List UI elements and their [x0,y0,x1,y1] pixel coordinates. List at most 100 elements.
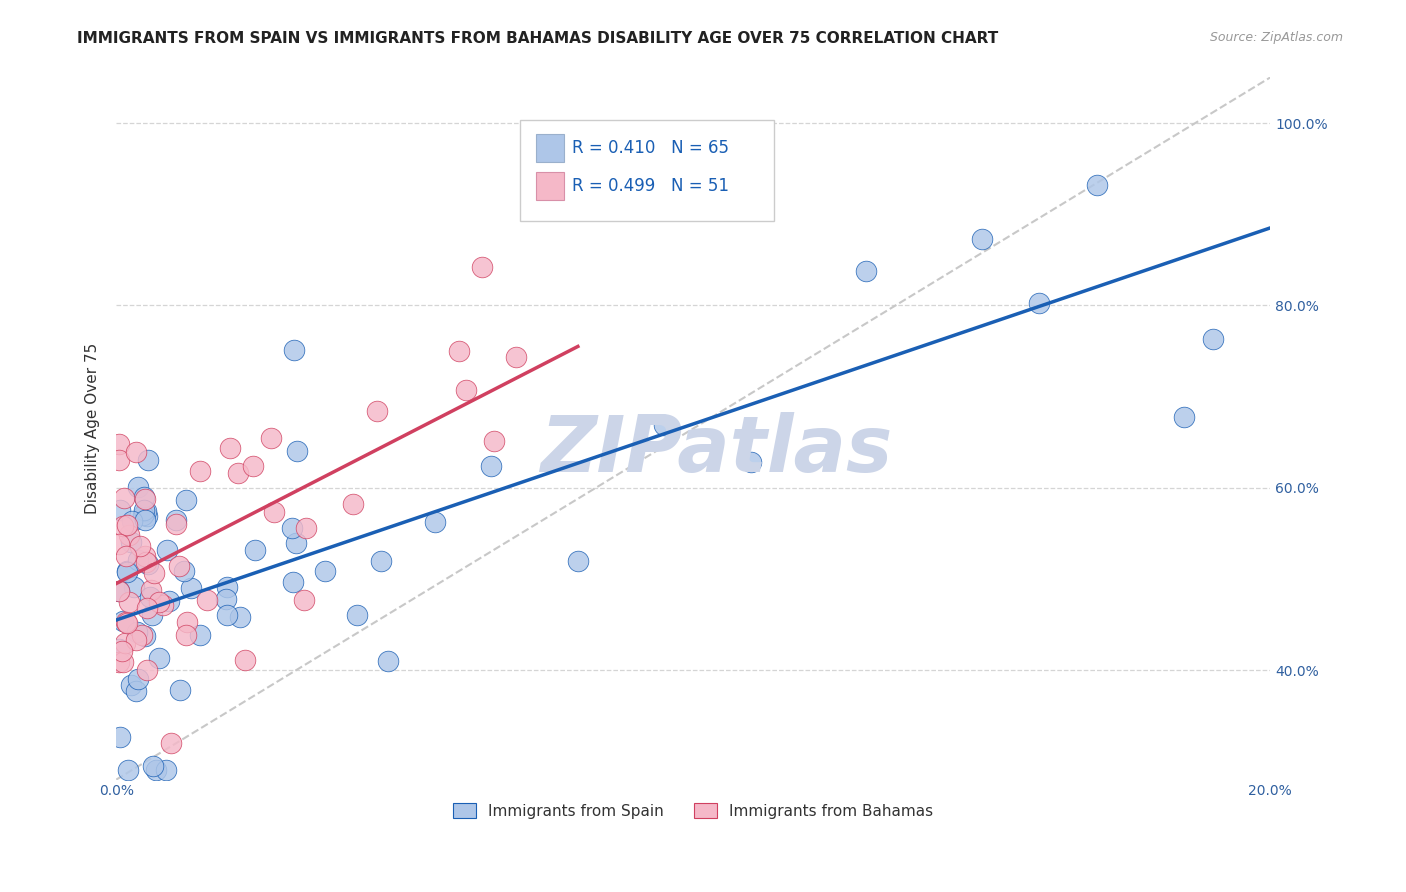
FancyBboxPatch shape [536,171,564,200]
Point [259,431,281,445]
Point [132,490,155,504]
Text: R = 0.499   N = 51: R = 0.499 N = 51 [572,177,730,194]
Point [136,452,159,467]
Point [143,566,166,581]
Point [855,264,877,278]
Point [370,554,392,568]
Point [195,593,218,607]
Point [482,434,505,449]
Point [114,636,136,650]
Point [112,491,135,506]
Point [165,513,187,527]
Point [454,383,477,397]
Point [108,730,131,744]
Point [242,459,264,474]
Point [654,417,676,432]
Point [108,641,131,656]
Point [243,542,266,557]
Point [121,514,143,528]
Point [425,516,447,530]
Point [215,581,238,595]
Point [284,535,307,549]
Point [160,736,183,750]
Point [111,519,134,533]
Point [125,632,148,647]
Point [127,625,149,640]
Point [131,628,153,642]
Point [115,615,138,630]
Point [479,458,502,473]
Point [135,555,157,569]
Point [134,549,156,563]
Point [108,655,131,669]
Point [108,453,131,467]
Point [219,442,242,456]
Point [114,549,136,564]
Point [111,656,134,670]
Point [281,575,304,590]
Point [117,764,139,778]
Point [314,564,336,578]
Text: R = 0.410   N = 65: R = 0.410 N = 65 [572,139,730,157]
Point [1028,296,1050,310]
Point [135,503,157,517]
Point [342,497,364,511]
Point [127,672,149,686]
Point [292,592,315,607]
Point [136,663,159,677]
Point [215,591,238,606]
Point [165,516,187,531]
Point [176,615,198,629]
Point [169,682,191,697]
Point [188,464,211,478]
Point [141,607,163,622]
Point [108,584,131,599]
Point [122,580,145,594]
Point [233,653,256,667]
Point [283,343,305,357]
Point [226,466,249,480]
Point [134,629,156,643]
Point [295,521,318,535]
Point [366,404,388,418]
Point [108,537,131,551]
Point [148,595,170,609]
Point [346,607,368,622]
Point [136,509,159,524]
Point [118,595,141,609]
Point [108,503,131,517]
Point [174,493,197,508]
Point [111,614,134,628]
Point [281,521,304,535]
Point [136,600,159,615]
Point [567,554,589,568]
Text: ZIPatlas: ZIPatlas [540,411,893,488]
Legend: Immigrants from Spain, Immigrants from Bahamas: Immigrants from Spain, Immigrants from B… [447,797,939,824]
Text: IMMIGRANTS FROM SPAIN VS IMMIGRANTS FROM BAHAMAS DISABILITY AGE OVER 75 CORRELAT: IMMIGRANTS FROM SPAIN VS IMMIGRANTS FROM… [77,31,998,46]
Point [1085,178,1108,192]
Point [132,508,155,522]
Point [180,581,202,595]
Point [127,553,149,567]
Point [114,615,136,630]
Point [115,564,138,578]
Point [188,628,211,642]
Point [156,542,179,557]
Point [108,437,131,451]
Point [139,582,162,597]
Point [127,480,149,494]
Point [740,455,762,469]
Point [125,445,148,459]
Point [152,598,174,612]
Point [970,232,993,246]
Point [138,558,160,572]
Point [129,539,152,553]
Y-axis label: Disability Age Over 75: Disability Age Over 75 [86,343,100,514]
Point [120,677,142,691]
Point [142,759,165,773]
Point [117,565,139,579]
Point [108,584,131,599]
Point [117,517,139,532]
Point [148,650,170,665]
Point [505,350,527,364]
